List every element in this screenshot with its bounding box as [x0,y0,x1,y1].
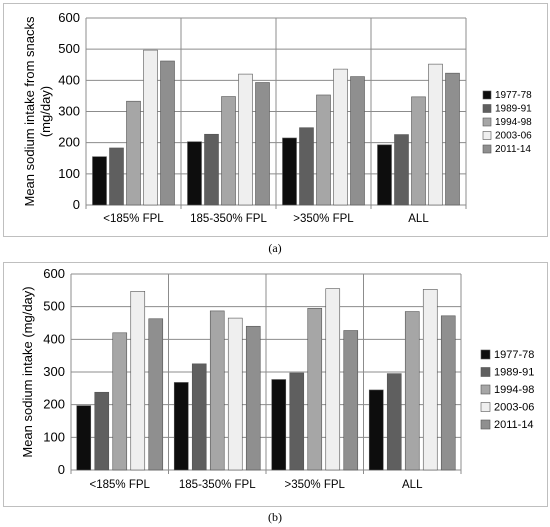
bar [343,330,359,471]
y-tick-label: 400 [43,331,65,346]
bar [394,134,409,206]
bar [187,141,202,206]
bar [92,156,107,206]
y-tick-label: 0 [58,462,65,477]
y-tick-label: 200 [43,397,65,412]
bar [94,391,110,471]
y-tick-label: 0 [73,197,80,212]
bar [411,96,426,206]
bar [238,73,253,206]
bar [76,405,92,471]
y-tick-label: 200 [58,135,80,150]
bar-chart-svg: 0 100 200 300 400 500 600 <185% FPL 185-350% FPL… [20,266,534,491]
legend-swatch [480,349,491,360]
legend-swatch [480,367,491,377]
y-tick-label: 600 [43,266,65,281]
bar [227,317,243,471]
y-tick-label: 400 [58,72,80,87]
bar [440,315,456,471]
bar [445,72,460,206]
legend-swatch [480,402,491,412]
x-category-label: ALL [408,213,429,225]
bar [160,60,175,206]
panel-caption: (b) [268,510,282,524]
bar [209,310,225,471]
bar [130,291,146,471]
chart-panel-b: 0 100 200 300 400 500 600 <185% FPL 185-350% FPL… [0,262,550,527]
bar [377,144,392,206]
y-tick-label: 500 [43,299,65,314]
bar [422,289,438,471]
bar [289,372,305,471]
legend-label: 1994-98 [495,117,532,128]
legend-label: 2003-06 [495,131,532,142]
legend-swatch [480,419,491,430]
x-category-label: >350% FPL [293,213,354,225]
y-tick-label: 100 [43,429,65,444]
legend-swatch [482,131,492,140]
bar [325,288,341,471]
bar [191,363,207,471]
bar [333,68,348,206]
y-axis-title: Mean sodium intake from snacks [22,16,37,207]
x-category-label: 185-350% FPL [179,479,256,491]
y-tick-label: 500 [58,41,80,56]
bar [404,311,420,471]
bar [316,94,331,206]
bar [221,96,236,206]
bar [143,49,158,206]
bar [148,318,164,471]
legend-label: 1977-78 [495,90,532,101]
legend-label: 1994-98 [494,384,534,396]
y-tick-label: 300 [58,104,80,119]
x-category-label: >350% FPL [285,479,346,491]
bar [307,307,323,471]
legend-label: 1977-78 [494,349,534,361]
bar [350,76,365,206]
legend-label: 2011-14 [494,419,534,431]
legend-swatch [482,117,492,127]
bar [282,137,297,206]
legend-swatch [480,384,491,395]
x-category-label: <185% FPL [90,479,151,491]
x-category-label: 185-350% FPL [190,213,267,225]
bar [386,373,402,471]
bar-chart-svg: 0 100 200 300 400 500 600 <185% FPL 185-350% FPL… [22,10,532,225]
bar [271,379,287,471]
bar [255,82,270,206]
chart-panel-a: 0 100 200 300 400 500 600 <185% FPL 185-350% FPL… [0,0,550,260]
legend-swatch [482,90,492,100]
legend-label: 1989-91 [495,104,532,115]
y-axis-title: (mg/day) [38,86,53,137]
bar [428,63,443,206]
legend-label: 2011-14 [495,144,531,155]
legend-label: 2003-06 [494,402,534,414]
bar [109,147,124,206]
y-tick-label: 300 [43,364,65,379]
y-axis-title: Mean sodium intake (mg/day) [20,286,35,457]
y-tick-label: 100 [58,166,80,181]
legend-label: 1989-91 [494,367,534,379]
bar [112,332,128,471]
bar [126,100,141,206]
bar [204,133,219,206]
legend-swatch [482,104,492,113]
x-category-label: ALL [402,479,423,491]
bar [368,389,384,471]
bar [173,382,189,471]
bar [299,127,314,206]
legend-swatch [482,144,492,154]
panel-caption: (a) [268,241,282,255]
x-category-label: <185% FPL [103,213,164,225]
y-tick-label: 600 [58,10,80,25]
bar [245,325,261,471]
